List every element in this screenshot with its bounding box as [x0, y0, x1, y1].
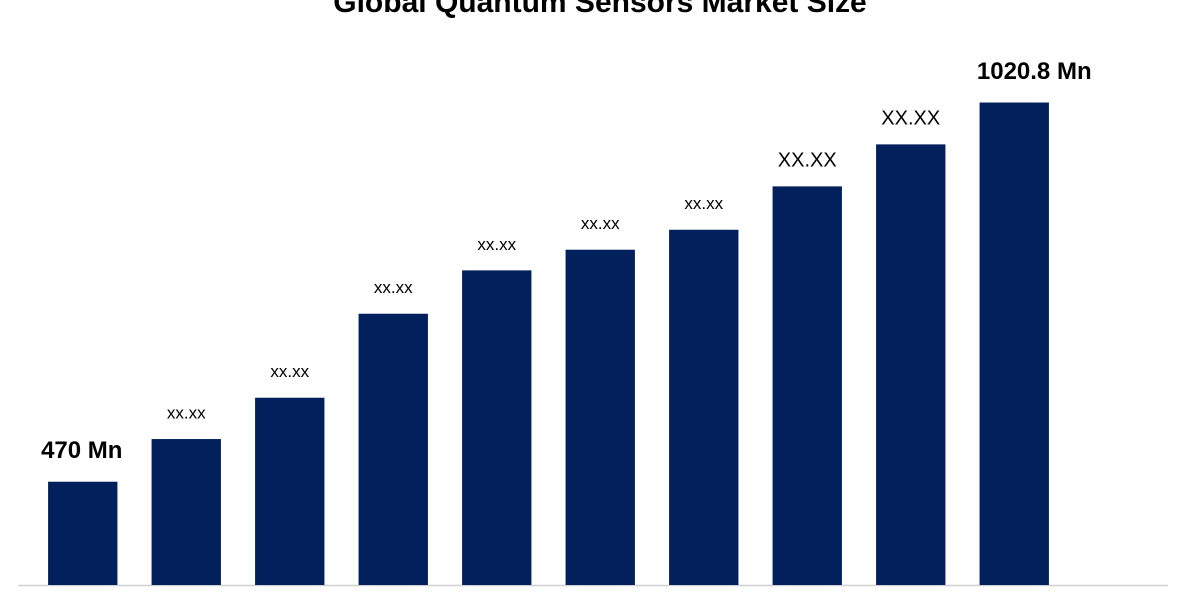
value-label: 1020.8 Mn — [977, 58, 1092, 85]
value-label: xx.xx — [684, 194, 723, 213]
bar — [462, 270, 532, 585]
value-label: xx.xx — [167, 404, 206, 423]
chart-title: Global Quantum Sensors Market Size — [333, 0, 866, 19]
value-label: xx.xx — [374, 278, 413, 297]
bar — [979, 102, 1049, 585]
value-label: xx.xx — [270, 362, 309, 381]
value-label: 470 Mn — [41, 437, 122, 464]
bar — [565, 249, 635, 585]
value-label: XX.XX — [778, 150, 837, 172]
bar — [48, 481, 118, 585]
bar — [669, 229, 739, 585]
value-label: xx.xx — [581, 214, 620, 233]
value-label: xx.xx — [477, 235, 516, 254]
bar — [772, 186, 842, 585]
bar — [358, 313, 428, 585]
bar — [255, 397, 325, 585]
bar — [876, 144, 946, 585]
value-label: XX.XX — [881, 108, 940, 130]
bar — [151, 439, 221, 585]
